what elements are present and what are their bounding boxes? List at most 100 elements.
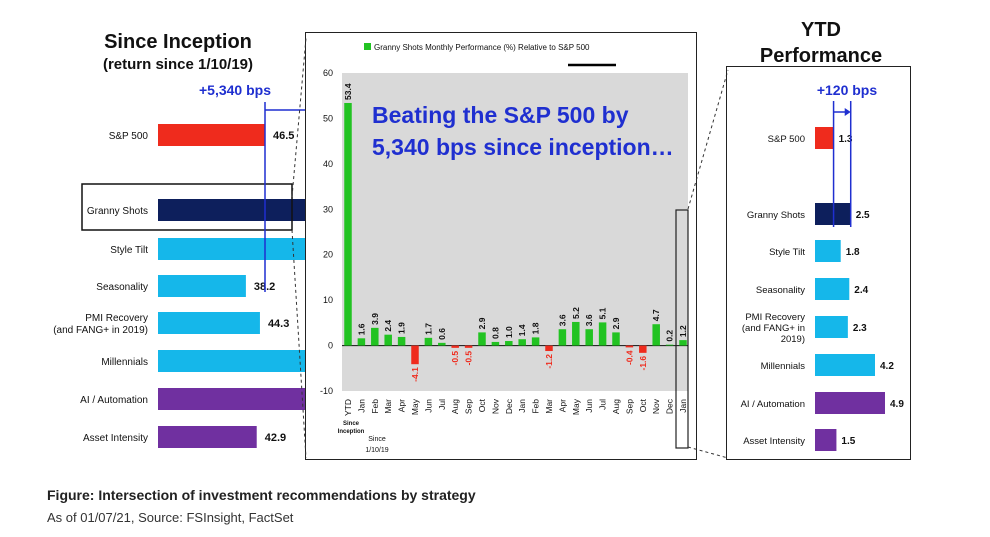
x-tick-label: Aug xyxy=(450,399,460,414)
x-tick-label: Jul xyxy=(598,399,608,410)
right-category-label: Seasonality xyxy=(756,285,805,296)
bar-value-label: -0.5 xyxy=(450,351,460,366)
monthly-bar xyxy=(585,329,593,346)
bar-value-label: 1.9 xyxy=(397,322,407,334)
right-category-label: (and FANG+ in xyxy=(742,323,805,334)
right-category-label: Style Tilt xyxy=(769,247,805,258)
x-tick-label: Sep xyxy=(624,399,634,414)
right-bar xyxy=(815,429,837,451)
monthly-bar xyxy=(451,345,459,348)
right-value-label: 2.4 xyxy=(854,285,868,296)
monthly-bar xyxy=(438,342,446,346)
left-category-label: PMI Recovery xyxy=(85,313,148,324)
y-tick-label: 20 xyxy=(323,250,333,260)
monthly-bar xyxy=(665,344,674,346)
right-bar xyxy=(815,127,834,149)
bar-value-label: -4.1 xyxy=(410,367,420,382)
bar-value-label: 1.2 xyxy=(678,325,688,337)
monthly-bar xyxy=(411,345,419,365)
headline-line1: Beating the S&P 500 by xyxy=(372,102,629,128)
left-bar xyxy=(158,275,246,297)
y-tick-label: 40 xyxy=(323,159,333,169)
bar-value-label: 1.8 xyxy=(531,322,541,334)
left-bar xyxy=(158,426,257,448)
figure-caption-source: As of 01/07/21, Source: FSInsight, FactS… xyxy=(47,510,294,525)
x-tick-label: Jun xyxy=(423,399,433,413)
x-tick-label: Feb xyxy=(531,399,541,414)
right-category-label: Granny Shots xyxy=(747,210,805,221)
x-tick-label: Dec xyxy=(665,398,675,414)
monthly-bar xyxy=(357,338,366,346)
x-tick-label: Oct xyxy=(477,398,487,412)
monthly-bar xyxy=(652,324,660,346)
bar-value-label: 1.6 xyxy=(356,323,366,335)
y-tick-label: 60 xyxy=(323,68,333,78)
x-tick-label: Feb xyxy=(370,399,380,414)
legend-swatch xyxy=(364,43,371,50)
x-sub2-line1: Since xyxy=(368,436,386,443)
left-value-label: 46.5 xyxy=(273,130,294,142)
monthly-bar xyxy=(679,340,687,346)
monthly-bar xyxy=(384,334,392,346)
x-tick-label: Oct xyxy=(638,398,648,412)
monthly-bar xyxy=(424,337,433,346)
left-category-label: (and FANG+ in 2019) xyxy=(53,325,148,336)
monthly-bar xyxy=(491,341,500,346)
y-tick-label: 50 xyxy=(323,113,333,123)
monthly-bar xyxy=(371,327,379,346)
right-bar xyxy=(815,240,841,262)
x-tick-label: Nov xyxy=(490,398,500,414)
figure-caption-title: Figure: Intersection of investment recom… xyxy=(47,487,476,503)
x-tick-label: Jan xyxy=(517,399,527,413)
x-tick-label: Jul xyxy=(437,399,447,410)
bar-value-label: 2.4 xyxy=(383,320,393,332)
right-bar xyxy=(815,354,875,376)
right-value-label: 2.3 xyxy=(853,323,867,334)
monthly-bar xyxy=(518,339,526,346)
y-tick-label: 0 xyxy=(328,341,333,351)
left-bar xyxy=(158,124,265,146)
bar-value-label: 0.8 xyxy=(490,327,500,339)
monthly-bar xyxy=(558,329,567,346)
monthly-bar xyxy=(397,336,406,346)
right-category-label: AI / Automation xyxy=(741,399,805,410)
monthly-performance-chart: Granny Shots Monthly Performance (%) Rel… xyxy=(320,43,689,454)
monthly-bar xyxy=(478,332,486,346)
ytd-panel: +120 bps S&P 500 1.3 Granny Shots 2.5 Style … xyxy=(726,66,911,460)
left-value-label: 42.9 xyxy=(265,432,286,444)
y-tick-label: 10 xyxy=(323,295,333,305)
right-bar xyxy=(815,316,848,338)
monthly-bar xyxy=(531,337,540,346)
bar-value-label: 3.6 xyxy=(557,314,567,326)
connector-left-bottom xyxy=(291,229,307,459)
x-sub2-line2: 1/10/19 xyxy=(365,447,388,454)
right-arrow-head xyxy=(844,108,851,116)
bar-value-label: 5.2 xyxy=(571,307,581,319)
right-category-label: Asset Intensity xyxy=(743,436,805,447)
bar-value-label: -1.6 xyxy=(638,356,648,371)
left-category-label: AI / Automation xyxy=(80,395,148,406)
monthly-bar xyxy=(639,345,647,353)
left-title: Since Inception xyxy=(104,31,252,53)
bar-value-label: 1.0 xyxy=(504,326,514,338)
ytd-chart: +120 bps S&P 500 1.3 Granny Shots 2.5 Style … xyxy=(741,82,904,451)
x-tick-label: Jan xyxy=(356,399,366,413)
x-tick-label: YTD xyxy=(343,399,353,416)
bar-value-label: -1.2 xyxy=(544,354,554,369)
right-value-label: 1.5 xyxy=(841,436,855,447)
jan-highlight-box xyxy=(675,209,689,449)
right-annotation: +120 bps xyxy=(817,82,878,98)
monthly-bar xyxy=(598,322,607,346)
bar-value-label: 3.9 xyxy=(370,313,380,325)
right-category-label: PMI Recovery xyxy=(745,312,805,323)
monthly-bar xyxy=(572,321,580,346)
bar-value-label: -0.4 xyxy=(624,350,634,365)
x-tick-label: May xyxy=(410,398,420,415)
bar-value-label: 2.9 xyxy=(477,317,487,329)
right-title-line1: YTD xyxy=(801,19,841,41)
right-title-line2: Performance xyxy=(760,45,882,66)
x-tick-label: Dec xyxy=(504,398,514,414)
left-category-label: Asset Intensity xyxy=(83,433,148,444)
x-tick-label: May xyxy=(571,398,581,415)
